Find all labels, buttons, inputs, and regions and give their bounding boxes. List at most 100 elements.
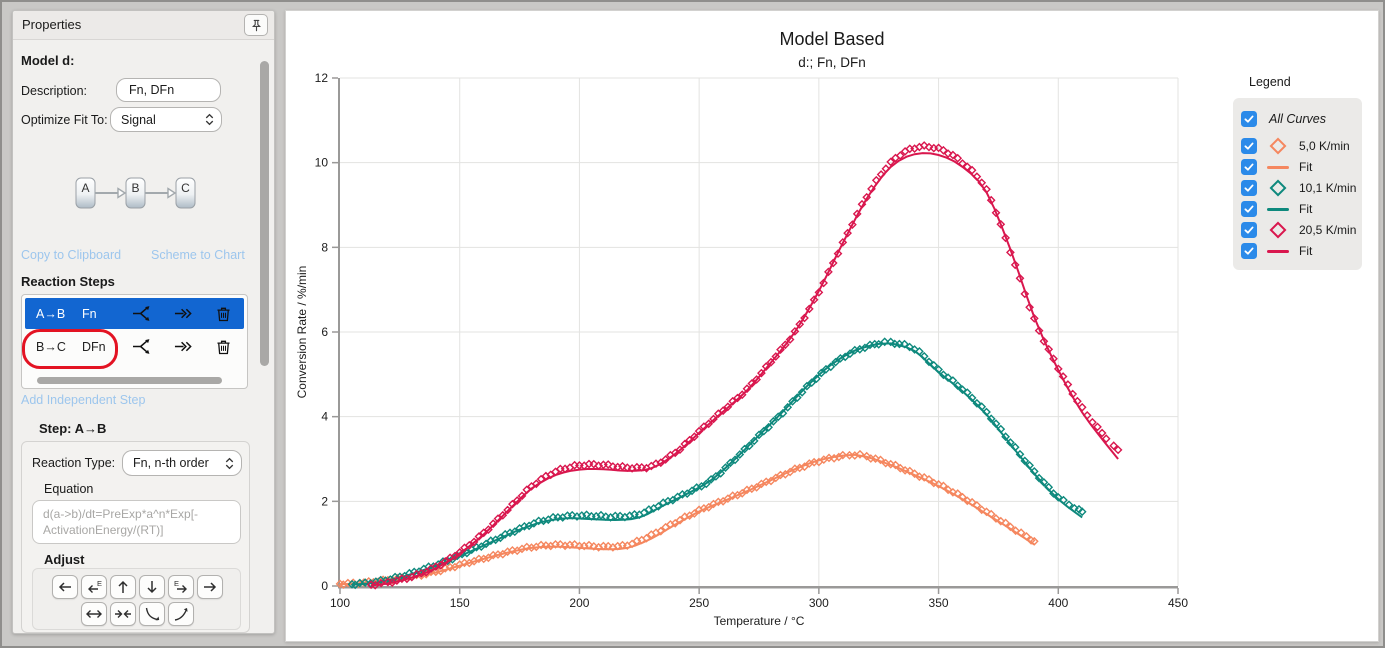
legend-row: 10,1 K/min: [1241, 178, 1356, 198]
delete-step-button[interactable]: [203, 305, 244, 323]
double-arrow-icon: [174, 308, 192, 319]
step-heading: Step: A→B: [39, 421, 107, 436]
reaction-step-row[interactable]: B→C DFn: [25, 331, 244, 362]
plot-area[interactable]: 100 150 200 250 300 350 400 450 0 2 4 6 8 10 12 Tempera…: [286, 11, 1380, 643]
svg-text:300: 300: [809, 596, 829, 610]
legend-checkbox[interactable]: [1241, 201, 1257, 217]
follow-step-button[interactable]: [163, 304, 204, 323]
arrow-right-icon: [204, 582, 217, 592]
legend-row-all-curves: All Curves: [1241, 107, 1354, 131]
split-step-button[interactable]: [122, 304, 163, 323]
scheme-node-b[interactable]: B: [125, 177, 146, 209]
arrow-right-e-icon: E: [174, 579, 187, 593]
reaction-steps-list: A→B Fn B→C DFn: [21, 294, 248, 389]
svg-text:0: 0: [321, 579, 328, 593]
reaction-step-row[interactable]: A→B Fn: [25, 298, 244, 329]
reaction-type-select[interactable]: Fn, n-th order: [122, 450, 242, 476]
step-settings-group: Reaction Type: Fn, n-th order Equation d…: [21, 441, 250, 633]
adjust-widen-button[interactable]: [81, 602, 107, 626]
scheme-node-c[interactable]: C: [175, 177, 196, 209]
svg-text:2: 2: [321, 494, 328, 508]
svg-text:6: 6: [321, 325, 328, 339]
step-route: A→B: [36, 306, 66, 321]
double-arrow-icon: [174, 341, 192, 352]
pin-button[interactable]: [244, 14, 268, 36]
legend-checkbox[interactable]: [1241, 111, 1257, 127]
svg-text:250: 250: [689, 596, 709, 610]
chart-panel: Model Based d:; Fn, DFn 100 150 200 250 300 3…: [285, 10, 1379, 642]
svg-text:8: 8: [321, 240, 328, 254]
legend-row: Fit: [1241, 199, 1354, 219]
adjust-shift-left-button[interactable]: [52, 575, 78, 599]
svg-text:200: 200: [569, 596, 589, 610]
scheme-arrow-ab: [95, 187, 127, 199]
svg-text:E: E: [174, 579, 179, 588]
model-heading: Model d:: [21, 53, 75, 68]
step-type: DFn: [82, 339, 106, 354]
add-independent-step-link[interactable]: Add Independent Step: [21, 393, 146, 407]
adjust-shift-right-button[interactable]: [197, 575, 223, 599]
line-swatch-icon: [1267, 207, 1289, 211]
adjust-activation-right-button[interactable]: E: [168, 575, 194, 599]
optimize-fit-select[interactable]: Signal: [110, 107, 222, 132]
description-value: Fn, DFn: [129, 83, 175, 97]
arrows-converge-icon: [115, 610, 131, 618]
arrow-down-icon: [147, 581, 157, 594]
delete-step-button[interactable]: [203, 338, 244, 356]
scheme-to-chart-link[interactable]: Scheme to Chart: [151, 248, 245, 262]
trash-icon: [217, 307, 230, 321]
equation-label: Equation: [44, 482, 94, 496]
step-route: B→C: [36, 339, 66, 354]
equation-value: d(a->b)/dt=PreExp*a^n*Exp[-ActivationEne…: [43, 507, 199, 538]
adjust-activation-left-button[interactable]: E: [81, 575, 107, 599]
scheme-node-a[interactable]: A: [75, 177, 96, 209]
legend-checkbox[interactable]: [1241, 243, 1257, 259]
fit-line-1: [339, 453, 1035, 586]
svg-text:400: 400: [1048, 596, 1068, 610]
legend-checkbox[interactable]: [1241, 180, 1257, 196]
legend: Legend All Curves 5,0 K/min Fit 10,1 K/min F…: [1233, 75, 1362, 270]
diamond-swatch-icon: [1269, 221, 1287, 239]
arrow-left-icon: [58, 582, 71, 592]
svg-text:100: 100: [330, 596, 350, 610]
properties-header: Properties: [13, 11, 274, 40]
reaction-type-label: Reaction Type:: [32, 456, 116, 470]
adjust-decay-curve-button[interactable]: [139, 602, 165, 626]
svg-text:A: A: [81, 181, 89, 195]
svg-text:E: E: [97, 579, 102, 588]
legend-checkbox[interactable]: [1241, 159, 1257, 175]
split-step-icon: [132, 306, 150, 321]
decay-curve-icon: [145, 607, 160, 621]
diamond-swatch-icon: [1269, 179, 1287, 197]
step-type: Fn: [82, 306, 97, 321]
legend-checkbox[interactable]: [1241, 138, 1257, 154]
svg-text:12: 12: [315, 71, 329, 85]
arrow-up-icon: [118, 580, 128, 593]
equation-field[interactable]: d(a->b)/dt=PreExp*a^n*Exp[-ActivationEne…: [32, 500, 241, 544]
split-step-button[interactable]: [122, 337, 163, 356]
legend-item-label: Fit: [1299, 160, 1313, 174]
select-chevrons-icon: [225, 457, 234, 470]
steps-horizontal-scrollbar[interactable]: [37, 377, 222, 384]
panel-vertical-scrollbar[interactable]: [260, 61, 269, 366]
scheme-arrow-bc: [145, 187, 177, 199]
copy-to-clipboard-link[interactable]: Copy to Clipboard: [21, 248, 122, 262]
legend-checkbox[interactable]: [1241, 222, 1257, 238]
fit-line-5: [371, 152, 1119, 587]
description-input[interactable]: Fn, DFn: [116, 78, 221, 102]
adjust-up-button[interactable]: [110, 575, 136, 599]
svg-text:C: C: [181, 181, 190, 195]
arrow-left-e-icon: E: [88, 579, 102, 593]
legend-item-label: Fit: [1299, 244, 1313, 258]
follow-step-button[interactable]: [163, 337, 204, 356]
legend-row: Fit: [1241, 241, 1354, 261]
svg-text:450: 450: [1168, 596, 1188, 610]
y-axis-label: Conversion Rate / %/min: [295, 266, 309, 399]
adjust-rise-curve-button[interactable]: [168, 602, 194, 626]
adjust-narrow-button[interactable]: [110, 602, 136, 626]
legend-item-label: Fit: [1299, 202, 1313, 216]
legend-box: All Curves 5,0 K/min Fit 10,1 K/min Fit 20,5 …: [1233, 98, 1362, 270]
legend-title: Legend: [1249, 75, 1291, 89]
adjust-down-button[interactable]: [139, 575, 165, 599]
